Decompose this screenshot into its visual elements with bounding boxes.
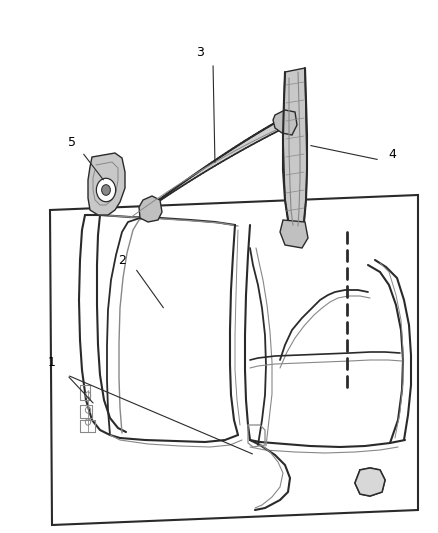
Polygon shape [88,153,125,215]
Polygon shape [280,220,308,248]
Polygon shape [139,196,162,222]
Text: 2: 2 [118,254,126,266]
Text: 4: 4 [388,149,396,161]
Text: 3: 3 [196,45,204,59]
Polygon shape [283,68,307,230]
Polygon shape [140,120,280,214]
Circle shape [102,184,110,195]
Circle shape [96,178,116,201]
Polygon shape [355,468,385,496]
Text: 1: 1 [48,356,56,368]
Polygon shape [273,110,297,135]
Text: 5: 5 [68,136,76,149]
Polygon shape [50,195,418,525]
